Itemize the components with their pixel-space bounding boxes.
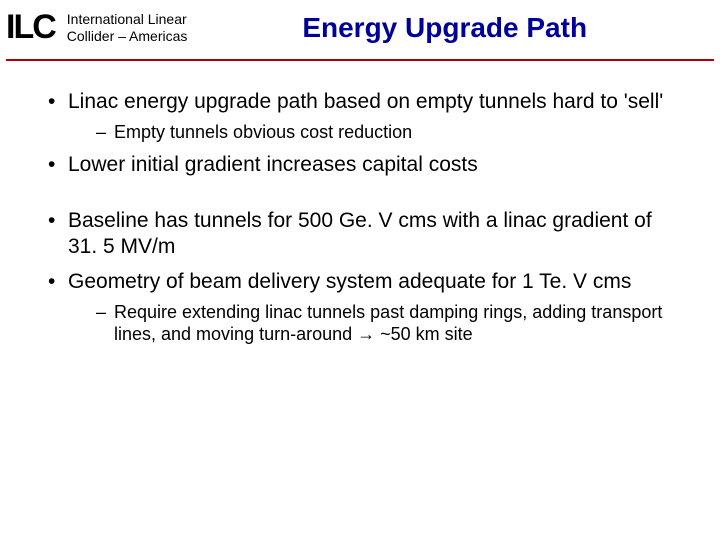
- bullet-item: Geometry of beam delivery system adequat…: [40, 269, 680, 346]
- slide-title: Energy Upgrade Path: [199, 12, 720, 44]
- sub-bullet-item: Empty tunnels obvious cost reduction: [68, 121, 680, 144]
- bullet-item: Baseline has tunnels for 500 Ge. V cms w…: [40, 208, 680, 261]
- sub-bullet-list: Empty tunnels obvious cost reduction: [68, 121, 680, 144]
- spacer: [40, 186, 680, 208]
- ilc-logo: ILC: [0, 8, 55, 47]
- sub-bullet-list: Require extending linac tunnels past dam…: [68, 301, 680, 346]
- bullet-text: Linac energy upgrade path based on empty…: [68, 90, 663, 113]
- bullet-text: Geometry of beam delivery system adequat…: [68, 270, 631, 293]
- bullet-text: Lower initial gradient increases capital…: [68, 153, 478, 176]
- org-line-1: International Linear: [67, 11, 188, 27]
- sub-bullet-text: Empty tunnels obvious cost reduction: [114, 122, 412, 142]
- org-line-2: Collider – Americas: [67, 28, 188, 44]
- slide-content: Linac energy upgrade path based on empty…: [0, 61, 720, 346]
- slide-header: ILC International Linear Collider – Amer…: [0, 0, 720, 59]
- bullet-text: Baseline has tunnels for 500 Ge. V cms w…: [68, 209, 652, 258]
- org-name: International Linear Collider – Americas: [67, 11, 188, 43]
- sub-bullet-item: Require extending linac tunnels past dam…: [68, 301, 680, 346]
- bullet-list: Baseline has tunnels for 500 Ge. V cms w…: [40, 208, 680, 346]
- bullet-item: Linac energy upgrade path based on empty…: [40, 89, 680, 144]
- sub-bullet-text: Require extending linac tunnels past dam…: [114, 302, 662, 345]
- bullet-list: Linac energy upgrade path based on empty…: [40, 89, 680, 178]
- bullet-item: Lower initial gradient increases capital…: [40, 152, 680, 178]
